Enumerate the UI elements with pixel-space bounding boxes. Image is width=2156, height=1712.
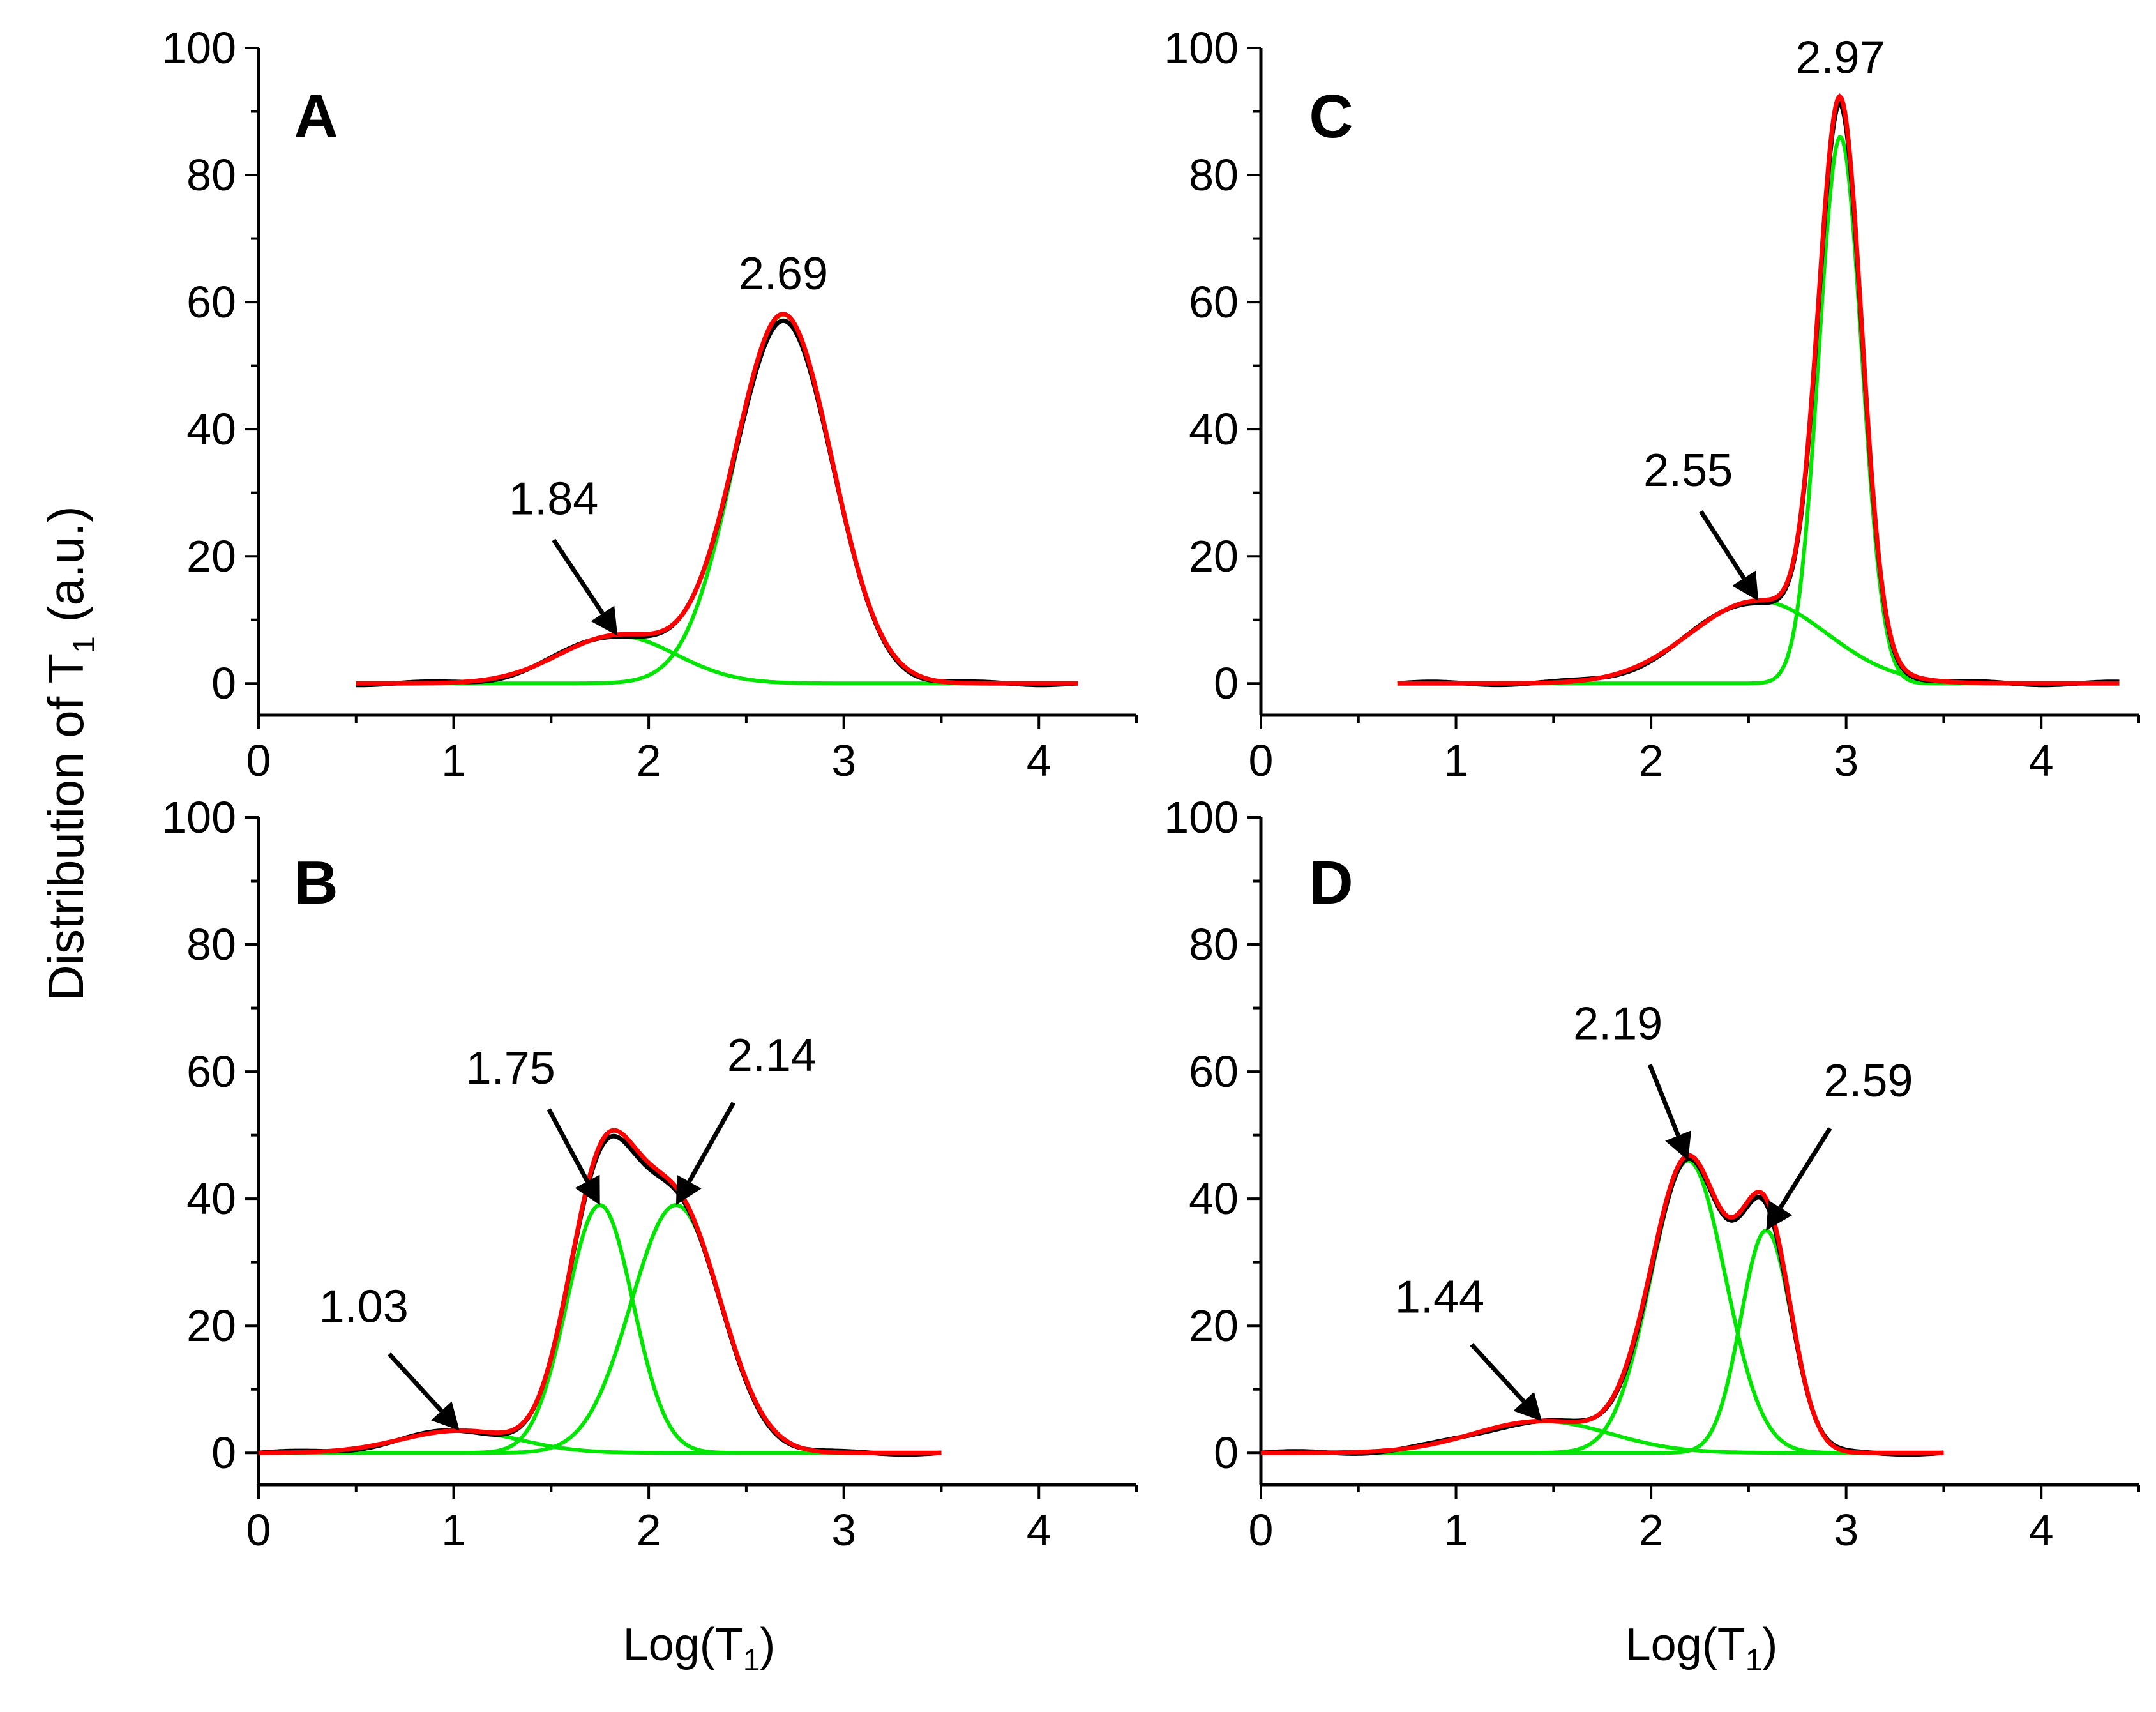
peak-annotation-label: 1.84	[509, 474, 598, 525]
y-tick-label: 60	[186, 1047, 236, 1096]
panel-letter: B	[294, 849, 338, 917]
x-tick-label: 4	[1027, 736, 1052, 785]
component-curve-1	[356, 633, 1078, 686]
y-tick-label: 40	[186, 404, 236, 454]
panel-b: 0 20 40 60 80 100 0 1 2 3 4 B 1.03 1.75 2.14	[162, 792, 1138, 1555]
component-curve-2	[356, 312, 1078, 686]
annotation-arrow-head	[591, 605, 618, 636]
x-tick-label: 1	[441, 736, 466, 785]
y-tick-label: 0	[211, 658, 236, 708]
y-tick-label: 100	[1164, 792, 1239, 842]
x-tick-label: 2	[637, 736, 661, 785]
x-tick-label: 3	[1834, 736, 1858, 785]
y-axis-title: Distribution of T1 (a.u.)	[38, 506, 102, 1001]
annotation-arrow-shaft	[552, 538, 605, 615]
annotation-arrow-shaft	[687, 1102, 735, 1183]
annotation-arrow-shaft	[1699, 510, 1746, 580]
component-curve-3	[1261, 1228, 1944, 1455]
x-tick-label: 4	[2029, 736, 2054, 785]
annotation-arrow-head	[1766, 1200, 1793, 1231]
x-tick-label: 3	[1834, 1505, 1858, 1555]
measured-curve	[1397, 100, 2120, 688]
y-tick-label: 100	[1164, 23, 1239, 73]
y-tick-label: 80	[1189, 920, 1239, 969]
x-tick-label: 2	[1639, 1505, 1664, 1555]
x-tick-label: 4	[2029, 1505, 2054, 1555]
peak-annotation-label: 2.59	[1823, 1056, 1913, 1107]
x-tick-label: 1	[1444, 736, 1468, 785]
panel-c: 0 20 40 60 80 100 0 1 2 3 4 C 2.55 2.97	[1164, 23, 2140, 785]
fit-curve	[1261, 1153, 1944, 1455]
peak-annotation-label: 2.97	[1795, 33, 1885, 84]
annotation-arrow-shaft	[388, 1352, 443, 1413]
peak-annotation-label: 1.75	[466, 1043, 555, 1094]
y-axis-title-suffix: (a.u.)	[38, 506, 94, 636]
component-curve-1	[1397, 598, 2120, 686]
peak-annotation-label: 2.19	[1573, 998, 1662, 1049]
x-tick-label: 1	[1444, 1505, 1468, 1555]
annotation-arrow-shaft	[1778, 1127, 1832, 1209]
peak-annotation-label: 2.14	[727, 1030, 817, 1081]
peak-annotation-label: 1.44	[1395, 1271, 1484, 1322]
x-tick-label: 2	[637, 1505, 661, 1555]
y-tick-label: 0	[1214, 658, 1239, 708]
y-tick-label: 20	[186, 531, 236, 581]
y-tick-label: 40	[1189, 404, 1239, 454]
panel-d: 0 20 40 60 80 100 0 1 2 3 4 D 1.44 2.19 2.59	[1164, 792, 2140, 1555]
x-tick-label: 0	[246, 1505, 271, 1555]
x-axis-title-left: Log(T1)	[623, 1619, 776, 1678]
y-tick-label: 60	[186, 277, 236, 327]
annotation-arrow-head	[675, 1174, 702, 1206]
annotation-arrow-head	[1665, 1130, 1691, 1161]
x-axis-title-right: Log(T1)	[1625, 1619, 1778, 1678]
y-tick-label: 40	[1189, 1174, 1239, 1223]
annotation-arrow-shaft	[1647, 1064, 1680, 1137]
fit-curve	[356, 312, 1078, 686]
panel-letter: C	[1309, 82, 1353, 151]
peak-annotation-label: 1.03	[319, 1281, 409, 1332]
x-tick-label: 3	[831, 1505, 856, 1555]
annotation-arrow-head	[1731, 570, 1759, 601]
annotation-arrow-shaft	[547, 1108, 590, 1183]
y-tick-label: 100	[162, 23, 236, 73]
x-tick-label: 1	[441, 1505, 466, 1555]
annotation-arrow-head	[431, 1401, 460, 1431]
panel-a: 0 20 40 60 80 100 0 1 2 3 4 A 1.84 2.69	[162, 23, 1138, 785]
y-tick-label: 20	[1189, 531, 1239, 581]
y-tick-label: 80	[186, 150, 236, 200]
peak-annotation-label: 2.55	[1643, 445, 1733, 496]
fit-curve	[259, 1128, 942, 1455]
x-tick-label: 0	[1249, 1505, 1274, 1555]
y-tick-label: 80	[186, 920, 236, 969]
panel-letter: D	[1309, 849, 1353, 917]
measured-curve	[356, 318, 1078, 688]
y-tick-label: 100	[162, 792, 236, 842]
annotation-arrow-head	[1513, 1391, 1542, 1421]
annotation-arrow-head	[575, 1174, 600, 1206]
y-tick-label: 40	[186, 1174, 236, 1223]
x-tick-label: 0	[1249, 736, 1274, 785]
x-tick-label: 4	[1027, 1505, 1052, 1555]
x-tick-label: 0	[246, 736, 271, 785]
annotation-arrow-shaft	[1470, 1343, 1526, 1403]
fit-curve	[1397, 93, 2120, 686]
y-tick-label: 0	[211, 1428, 236, 1478]
y-axis-title-main: Distribution of T	[38, 653, 94, 1001]
x-tick-label: 2	[1639, 736, 1664, 785]
y-tick-label: 0	[1214, 1428, 1239, 1478]
y-tick-label: 20	[1189, 1301, 1239, 1351]
y-tick-label: 20	[186, 1301, 236, 1351]
y-tick-label: 80	[1189, 150, 1239, 200]
x-tick-label: 3	[831, 736, 856, 785]
panel-letter: A	[294, 82, 338, 151]
y-axis-title-subscript: 1	[68, 636, 102, 653]
y-tick-label: 60	[1189, 277, 1239, 327]
y-tick-label: 60	[1189, 1047, 1239, 1096]
peak-annotation-label: 2.69	[739, 248, 828, 299]
